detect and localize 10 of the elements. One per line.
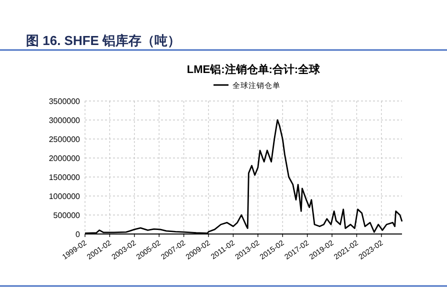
y-tick-label: 2000000 bbox=[48, 154, 81, 163]
y-tick-label: 0 bbox=[76, 230, 81, 239]
chart-subtitle: LME铝:注销仓单:合计:全球 bbox=[186, 63, 322, 76]
y-tick-label: 1000000 bbox=[48, 192, 81, 201]
y-tick-label: 2500000 bbox=[48, 135, 81, 144]
y-tick-label: 3500000 bbox=[48, 97, 81, 106]
y-tick-label: 3000000 bbox=[48, 116, 81, 125]
chart-title: 图 16. SHFE 铝库存（吨） bbox=[26, 33, 181, 48]
y-tick-label: 500000 bbox=[53, 211, 81, 220]
y-tick-label: 1500000 bbox=[48, 173, 81, 182]
